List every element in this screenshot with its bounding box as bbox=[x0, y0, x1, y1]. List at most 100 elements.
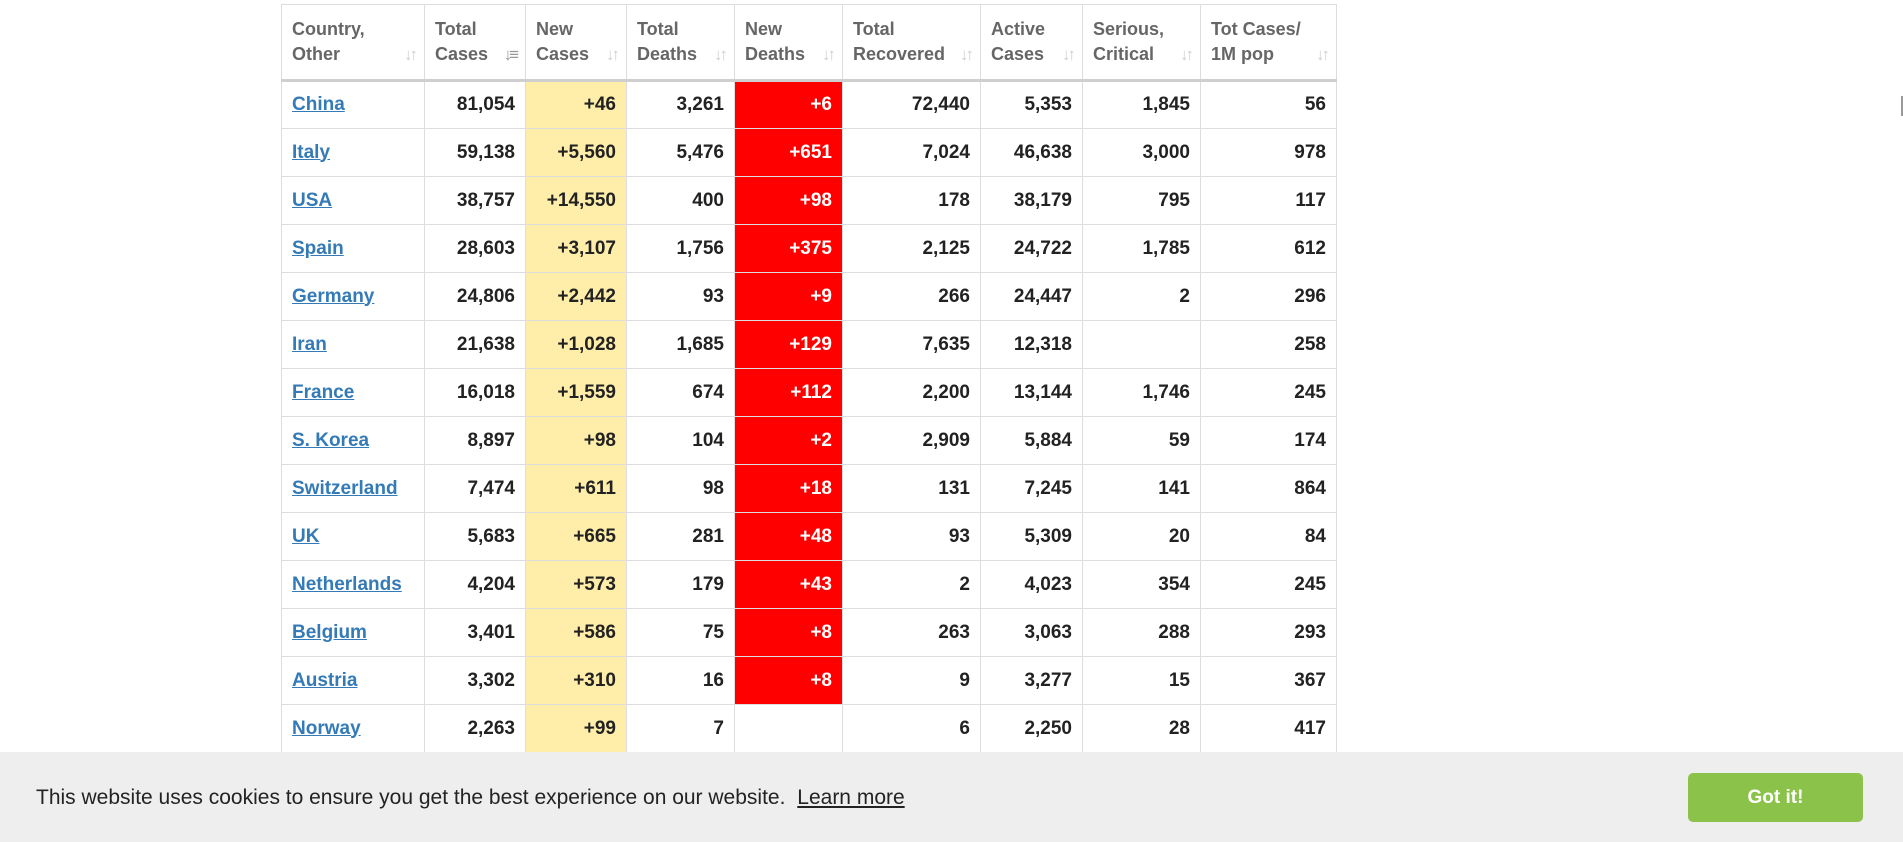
country-link[interactable]: Spain bbox=[292, 237, 344, 259]
cookie-accept-button[interactable]: Got it! bbox=[1688, 773, 1863, 822]
column-header-country[interactable]: Country, Other ↓↑ bbox=[281, 4, 425, 82]
cell-total-recovered: 9 bbox=[842, 656, 981, 705]
cell-new-cases: +1,028 bbox=[525, 320, 627, 369]
cell-new-deaths: +18 bbox=[734, 464, 843, 513]
cell-country: Austria bbox=[281, 656, 425, 705]
cell-total-cases: 24,806 bbox=[424, 272, 526, 321]
cell-active-cases: 5,353 bbox=[980, 80, 1083, 129]
cell-tot-cases-per-1m: 56 bbox=[1200, 80, 1337, 129]
country-link[interactable]: China bbox=[292, 94, 345, 115]
sort-icon[interactable]: ↓↑ bbox=[960, 45, 974, 64]
cell-active-cases: 7,245 bbox=[980, 464, 1083, 513]
table-row: Italy 59,138 +5,560 5,476 +651 7,024 46,638 3,0… bbox=[281, 128, 1337, 177]
sort-icon[interactable]: ↓↑ bbox=[404, 45, 418, 64]
column-header-line1: Serious, bbox=[1093, 19, 1165, 39]
column-header-line1: New bbox=[745, 19, 783, 39]
table-row: UK 5,683 +665 281 +48 93 5,309 20 84 bbox=[281, 512, 1337, 561]
country-link[interactable]: Austria bbox=[292, 669, 358, 691]
cell-total-deaths: 5,476 bbox=[626, 128, 735, 177]
table-row: Germany 24,806 +2,442 93 +9 266 24,447 2 296 bbox=[281, 272, 1337, 321]
cell-active-cases: 3,277 bbox=[980, 656, 1083, 705]
column-header-total-deaths[interactable]: Total Deaths ↓↑ bbox=[626, 4, 735, 82]
table-row: Iran 21,638 +1,028 1,685 +129 7,635 12,318 258 bbox=[281, 320, 1337, 369]
country-link[interactable]: Switzerland bbox=[292, 477, 398, 499]
cell-total-recovered: 6 bbox=[842, 704, 981, 753]
country-link[interactable]: Belgium bbox=[292, 621, 367, 643]
cell-serious-critical: 28 bbox=[1082, 704, 1201, 753]
country-link[interactable]: Netherlands bbox=[292, 573, 402, 595]
country-link[interactable]: Italy bbox=[292, 141, 331, 163]
cell-serious-critical: 3,000 bbox=[1082, 128, 1201, 177]
cell-serious-critical: 2 bbox=[1082, 272, 1201, 321]
column-header-line1: Tot Cases/ bbox=[1211, 19, 1301, 39]
sort-icon[interactable]: ↓↑ bbox=[822, 45, 836, 64]
cell-country: Germany bbox=[281, 272, 425, 321]
cell-serious-critical: 354 bbox=[1082, 560, 1201, 609]
column-header-total-cases[interactable]: Total Cases ↓≡ bbox=[424, 4, 526, 82]
sort-icon[interactable]: ↓↑ bbox=[714, 45, 728, 64]
column-header-line1: New bbox=[536, 19, 574, 39]
column-header-line1: Total bbox=[435, 19, 477, 39]
column-header-serious-critical[interactable]: Serious, Critical ↓↑ bbox=[1082, 4, 1201, 82]
cell-total-cases: 7,474 bbox=[424, 464, 526, 513]
cell-tot-cases-per-1m: 978 bbox=[1200, 128, 1337, 177]
column-header-line1: Active bbox=[991, 19, 1046, 39]
cell-tot-cases-per-1m: 296 bbox=[1200, 272, 1337, 321]
table-row: S. Korea 8,897 +98 104 +2 2,909 5,884 59 174 bbox=[281, 416, 1337, 465]
learn-more-link[interactable]: Learn more bbox=[797, 786, 905, 809]
cell-serious-critical: 1,845 bbox=[1082, 80, 1201, 129]
cell-active-cases: 5,884 bbox=[980, 416, 1083, 465]
column-header-total-recovered[interactable]: Total Recovered ↓↑ bbox=[842, 4, 981, 82]
cell-new-deaths: +6 bbox=[734, 80, 843, 129]
sort-icon[interactable]: ↓↑ bbox=[1316, 45, 1330, 64]
cell-total-deaths: 674 bbox=[626, 368, 735, 417]
column-header-line2: Cases bbox=[435, 44, 489, 64]
table-header-row: Country, Other ↓↑ Total Cases ↓≡ New Cas… bbox=[281, 4, 1337, 82]
table-row: Norway 2,263 +99 7 6 2,250 28 417 bbox=[281, 704, 1337, 753]
cell-new-deaths: +375 bbox=[734, 224, 843, 273]
cell-serious-critical: 15 bbox=[1082, 656, 1201, 705]
cell-total-deaths: 179 bbox=[626, 560, 735, 609]
column-header-active-cases[interactable]: Active Cases ↓↑ bbox=[980, 4, 1083, 82]
country-link[interactable]: Norway bbox=[292, 717, 361, 739]
cell-total-recovered: 7,635 bbox=[842, 320, 981, 369]
cell-country: Netherlands bbox=[281, 560, 425, 609]
cell-total-recovered: 2,200 bbox=[842, 368, 981, 417]
cell-new-cases: +1,559 bbox=[525, 368, 627, 417]
country-link[interactable]: Germany bbox=[292, 285, 375, 307]
column-header-new-deaths[interactable]: New Deaths ↓↑ bbox=[734, 4, 843, 82]
cell-new-cases: +5,560 bbox=[525, 128, 627, 177]
cell-country: Spain bbox=[281, 224, 425, 273]
column-header-line1: Country, bbox=[292, 19, 365, 39]
cell-total-deaths: 1,685 bbox=[626, 320, 735, 369]
cell-serious-critical: 288 bbox=[1082, 608, 1201, 657]
cell-total-deaths: 93 bbox=[626, 272, 735, 321]
country-link[interactable]: Iran bbox=[292, 333, 327, 355]
sort-icon[interactable]: ↓↑ bbox=[1062, 45, 1076, 64]
cell-new-cases: +665 bbox=[525, 512, 627, 561]
sort-descending-icon[interactable]: ↓≡ bbox=[503, 45, 520, 64]
country-link[interactable]: France bbox=[292, 381, 355, 403]
column-header-tot-cases-per-1m[interactable]: Tot Cases/ 1M pop ↓↑ bbox=[1200, 4, 1337, 82]
country-link[interactable]: USA bbox=[292, 189, 333, 211]
scrollbar-thumb[interactable] bbox=[1901, 96, 1903, 116]
table-row: France 16,018 +1,559 674 +112 2,200 13,144 1,74… bbox=[281, 368, 1337, 417]
cell-tot-cases-per-1m: 258 bbox=[1200, 320, 1337, 369]
cookie-message: This website uses cookies to ensure you … bbox=[36, 786, 786, 809]
cell-active-cases: 4,023 bbox=[980, 560, 1083, 609]
cell-total-cases: 16,018 bbox=[424, 368, 526, 417]
sort-icon[interactable]: ↓↑ bbox=[606, 45, 620, 64]
cell-total-recovered: 266 bbox=[842, 272, 981, 321]
cell-active-cases: 24,722 bbox=[980, 224, 1083, 273]
country-link[interactable]: UK bbox=[292, 525, 320, 547]
cell-new-deaths: +9 bbox=[734, 272, 843, 321]
column-header-new-cases[interactable]: New Cases ↓↑ bbox=[525, 4, 627, 82]
cell-new-cases: +14,550 bbox=[525, 176, 627, 225]
table-body: China 81,054 +46 3,261 +6 72,440 5,353 1,845 56 I… bbox=[281, 80, 1337, 753]
cell-country: USA bbox=[281, 176, 425, 225]
cell-total-cases: 28,603 bbox=[424, 224, 526, 273]
cell-country: Italy bbox=[281, 128, 425, 177]
country-link[interactable]: S. Korea bbox=[292, 429, 370, 451]
sort-icon[interactable]: ↓↑ bbox=[1180, 45, 1194, 64]
cookie-message-container: This website uses cookies to ensure you … bbox=[36, 786, 905, 810]
